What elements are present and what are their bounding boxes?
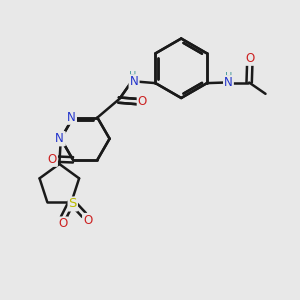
Text: H: H bbox=[225, 72, 233, 82]
Text: H: H bbox=[129, 71, 137, 81]
Text: O: O bbox=[83, 214, 92, 227]
Text: N: N bbox=[67, 110, 76, 124]
Text: N: N bbox=[130, 75, 138, 88]
Text: O: O bbox=[246, 52, 255, 65]
Text: S: S bbox=[69, 197, 77, 211]
Text: N: N bbox=[224, 76, 233, 89]
Text: N: N bbox=[67, 110, 76, 124]
Text: O: O bbox=[48, 153, 57, 166]
Text: N: N bbox=[224, 76, 233, 89]
Text: N: N bbox=[56, 132, 64, 145]
Text: O: O bbox=[138, 95, 147, 108]
Text: O: O bbox=[48, 153, 57, 166]
Text: N: N bbox=[55, 132, 64, 145]
Text: N: N bbox=[56, 132, 64, 145]
Text: N: N bbox=[67, 110, 76, 124]
Text: O: O bbox=[138, 95, 147, 108]
Text: H: H bbox=[129, 71, 137, 81]
Text: H: H bbox=[225, 72, 233, 82]
Text: N: N bbox=[130, 75, 138, 88]
Text: O: O bbox=[246, 52, 255, 65]
Text: O: O bbox=[58, 218, 67, 230]
